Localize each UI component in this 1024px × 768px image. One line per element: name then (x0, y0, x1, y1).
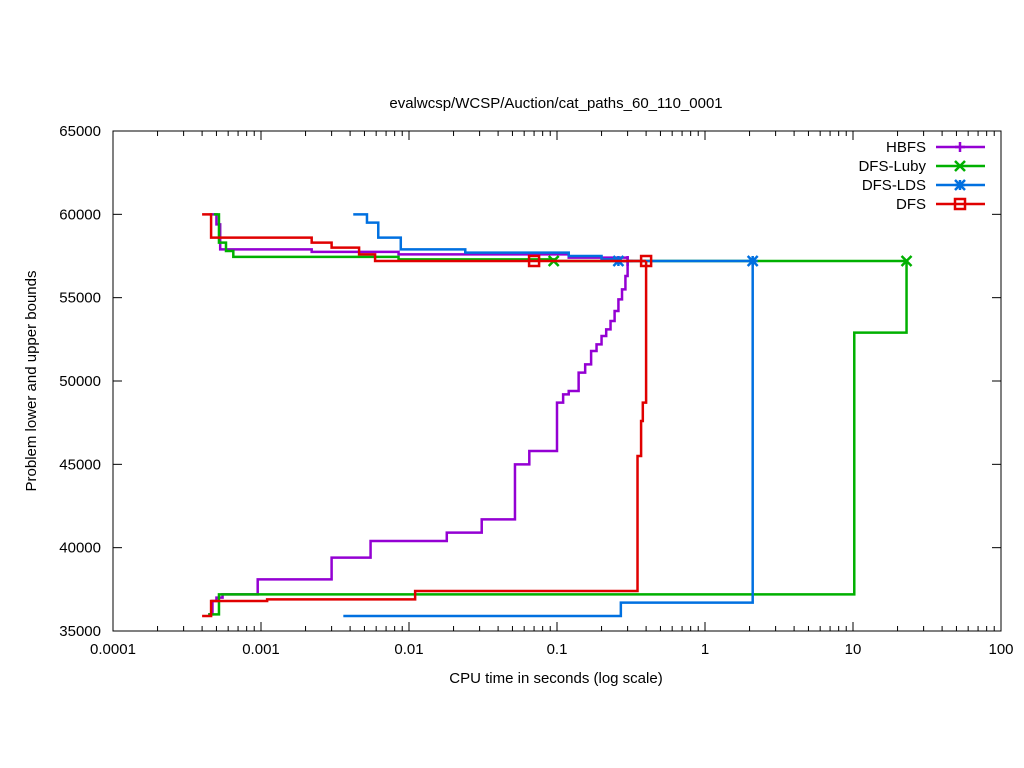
x-tick-label: 0.1 (547, 641, 568, 658)
x-marker (900, 255, 913, 267)
series-dfs-lds (343, 213, 759, 618)
square-marker (527, 254, 541, 268)
y-tick-label: 50000 (59, 373, 101, 390)
y-tick-label: 60000 (59, 206, 101, 223)
square-marker (639, 254, 653, 268)
x-tick-label: 0.0001 (90, 641, 136, 658)
legend-label: HBFS (886, 139, 926, 156)
x-axis-label: CPU time in seconds (log scale) (449, 670, 662, 687)
lower-bound-line (343, 261, 754, 618)
square-marker (953, 197, 967, 211)
upper-bound-line (202, 213, 647, 263)
star-marker (746, 255, 759, 267)
upper-bound-line (353, 213, 753, 263)
series-dfs (202, 213, 653, 618)
star-marker (954, 179, 966, 191)
chart-title: evalwcsp/WCSP/Auction/cat_paths_60_110_0… (389, 95, 722, 112)
x-marker (954, 160, 966, 172)
x-tick-label: 10 (845, 641, 862, 658)
legend-label: DFS-Luby (858, 158, 926, 175)
legend: HBFS DFS-Luby DFS-LDS DFS (858, 139, 985, 213)
legend-label: DFS-LDS (862, 177, 926, 194)
x-tick-label: 0.001 (242, 641, 280, 658)
y-tick-label: 65000 (59, 123, 101, 140)
plot-frame (112, 130, 1002, 632)
x-tick-label: 100 (988, 641, 1013, 658)
y-axis-label: Problem lower and upper bounds (23, 271, 40, 492)
y-tick-label: 40000 (59, 540, 101, 557)
lower-bound-line (208, 261, 908, 616)
legend-label: DFS (896, 196, 926, 213)
series-layer (202, 213, 913, 618)
y-tick-label: 45000 (59, 456, 101, 473)
x-tick-label: 1 (701, 641, 709, 658)
axis-ticks: 0.0001 0.001 0.01 0.1 1 10 100 35000 40000 45000 5… (59, 123, 1013, 658)
lower-bound-line (202, 261, 648, 618)
y-tick-label: 35000 (59, 623, 101, 640)
upper-bound-line (209, 213, 629, 261)
plus-marker (955, 142, 965, 152)
series-hbfs (208, 213, 633, 616)
x-tick-label: 0.01 (394, 641, 423, 658)
lower-bound-line (208, 261, 629, 616)
y-tick-label: 55000 (59, 290, 101, 307)
series-dfs-luby (208, 213, 913, 616)
